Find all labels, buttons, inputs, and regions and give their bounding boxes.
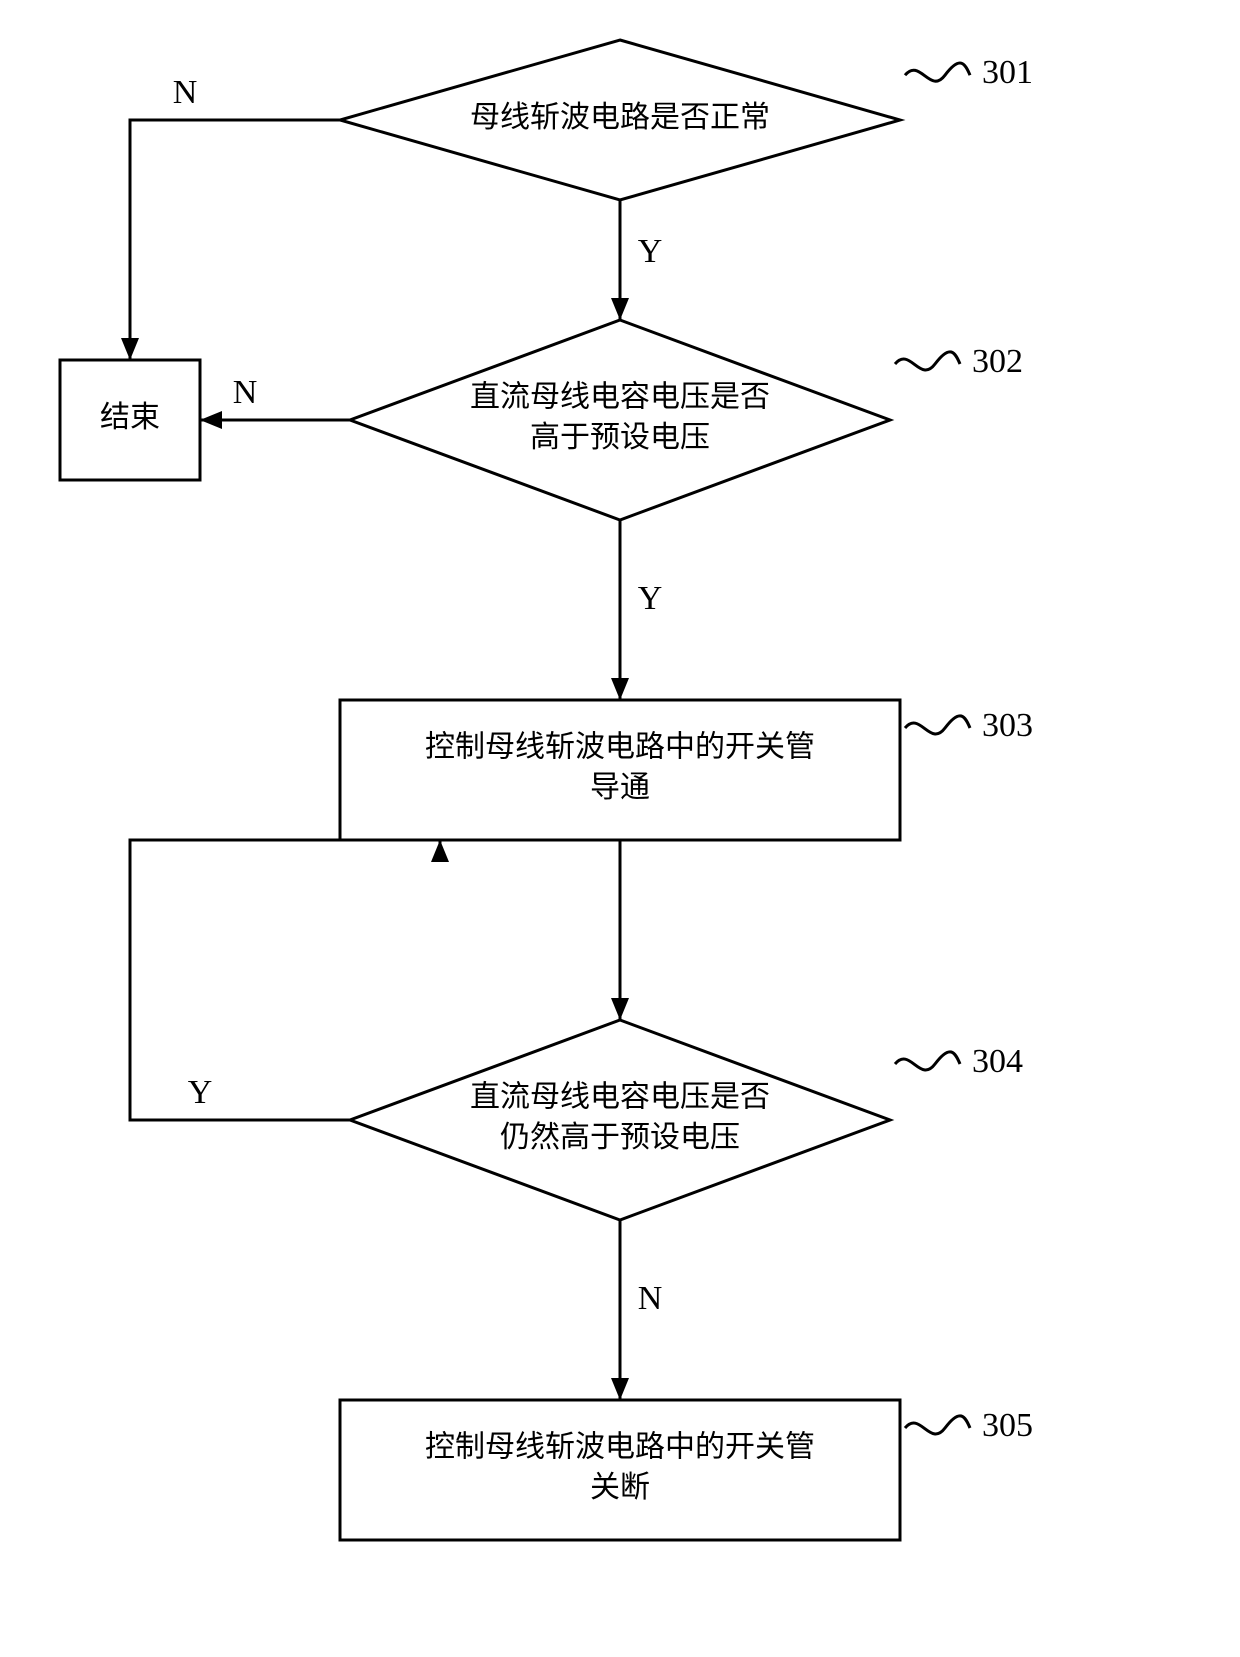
node-text: 仍然高于预设电压 (500, 1121, 740, 1154)
node-text: 控制母线斩波电路中的开关管 (425, 1431, 815, 1464)
node-n303: 控制母线斩波电路中的开关管导通 303 (340, 700, 1033, 840)
edge (130, 120, 340, 360)
step-leader (895, 1052, 960, 1070)
step-label: 304 (972, 1043, 1023, 1080)
step-label: 303 (982, 707, 1033, 744)
node-n301: 母线斩波电路是否正常 301 (340, 40, 1033, 200)
node-n305: 控制母线斩波电路中的开关管关断 305 (340, 1400, 1033, 1540)
step-label: 301 (982, 54, 1033, 91)
edge-label: N (233, 374, 258, 411)
node-n304: 直流母线电容电压是否仍然高于预设电压 304 (350, 1020, 1023, 1220)
arrowhead (200, 411, 222, 429)
step-leader (905, 716, 970, 734)
node-text: 关断 (590, 1471, 650, 1504)
step-leader (905, 63, 970, 81)
node-n302: 直流母线电容电压是否高于预设电压 302 (350, 320, 1023, 520)
node-text: 结束 (100, 401, 160, 434)
edge-label: Y (638, 580, 663, 617)
step-label: 305 (982, 1407, 1033, 1444)
node-text: 高于预设电压 (530, 421, 710, 454)
node-text: 直流母线电容电压是否 (470, 381, 770, 414)
edge (130, 840, 440, 1120)
node-text: 母线斩波电路是否正常 (470, 101, 770, 134)
arrowhead (121, 338, 139, 360)
arrowhead (431, 840, 449, 862)
node-end: 结束 (60, 360, 200, 480)
step-label: 302 (972, 343, 1023, 380)
node-text: 控制母线斩波电路中的开关管 (425, 731, 815, 764)
edge-label: Y (638, 233, 663, 270)
edge-label: N (173, 74, 198, 111)
step-leader (895, 352, 960, 370)
arrowhead (611, 298, 629, 320)
arrowhead (611, 1378, 629, 1400)
step-leader (905, 1416, 970, 1434)
arrowhead (611, 678, 629, 700)
arrowhead (611, 998, 629, 1020)
node-text: 导通 (590, 771, 650, 804)
edge-label: Y (188, 1074, 213, 1111)
node-text: 直流母线电容电压是否 (470, 1081, 770, 1114)
edge-label: N (638, 1280, 663, 1317)
